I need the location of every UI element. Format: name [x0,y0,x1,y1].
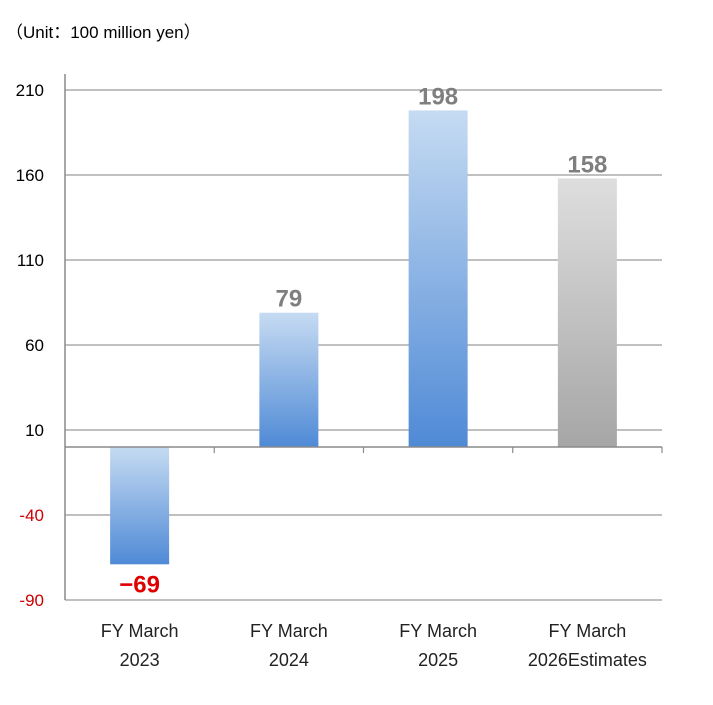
y-tick-label: 10 [25,421,44,440]
y-tick-label: -90 [19,591,44,610]
y-tick-label: 160 [16,166,44,185]
data-label: 79 [276,286,303,313]
category-label-line: FY March [250,621,328,641]
y-tick-label: 110 [17,251,44,270]
category-label: FY March 2023 [101,621,179,670]
category-label: FY March 2024 [250,621,328,670]
bar [557,178,617,447]
category-label-line: FY March [549,621,627,641]
category-label-line: FY March [101,621,179,641]
category-label: FY March 2025 [399,621,477,670]
y-axis-tick-labels: 210 160 110 60 10 -40 -90 [16,81,44,610]
category-label-line: 2024 [269,650,309,670]
category-label: FY March 2026Estimates [528,621,647,670]
y-tick-label: 60 [25,336,44,355]
bar [408,110,468,448]
data-labels: −69 79 198 158 [119,83,607,598]
data-label: 198 [418,83,458,110]
category-label-line: 2026Estimates [528,650,647,670]
unit-note: （Unit：100 million yen） [6,23,201,42]
data-label: 158 [567,151,607,178]
bar [110,447,170,565]
category-label-line: FY March [399,621,477,641]
category-label-line: 2023 [120,650,160,670]
axes [64,74,663,600]
category-label-line: 2025 [418,650,458,670]
data-label: −69 [119,571,160,598]
y-tick-label: -40 [19,506,44,525]
bar [259,312,319,447]
y-tick-label: 210 [16,81,44,100]
bar-series [110,110,617,565]
